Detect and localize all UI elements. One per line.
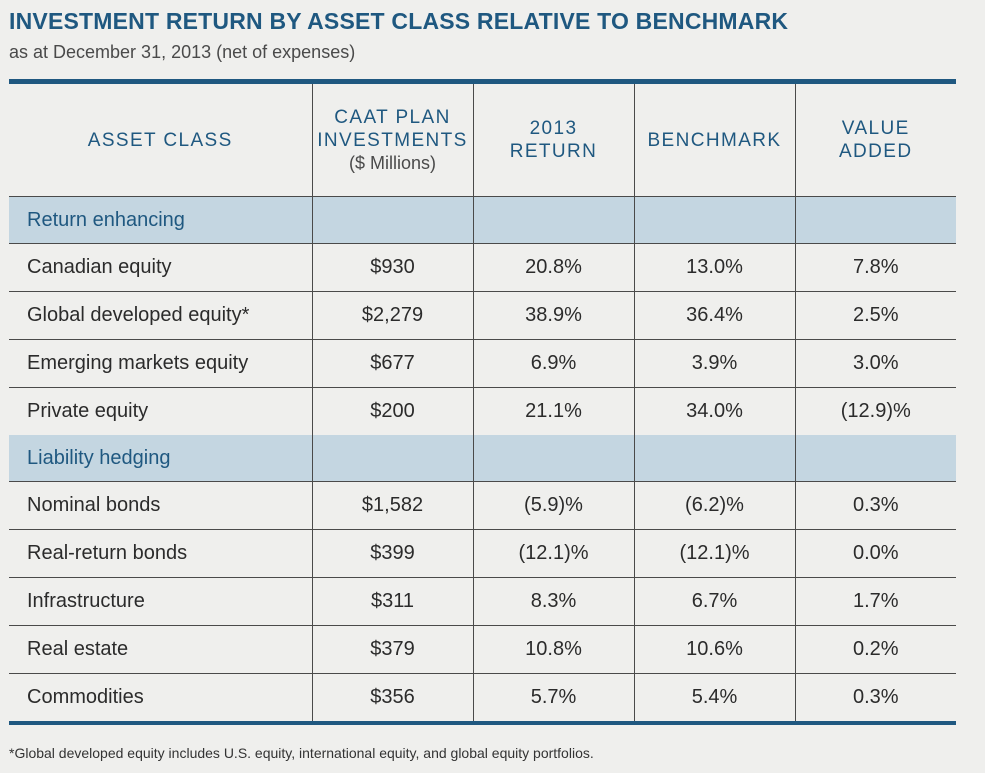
benchmark-cell: 6.7%	[633, 577, 795, 626]
value-added-cell: 0.3%	[794, 673, 956, 721]
section-row-return-enhancing: Return enhancing	[9, 196, 956, 244]
table-row: Real-return bonds $399 (12.1)% (12.1)% 0…	[9, 529, 956, 578]
section-label: Liability hedging	[9, 435, 312, 482]
investments-cell: $2,279	[311, 291, 473, 340]
page-subtitle: as at December 31, 2013 (net of expenses…	[9, 42, 356, 62]
asset-cell: Real estate	[9, 625, 312, 674]
return-cell: 10.8%	[472, 625, 634, 674]
table-row: Private equity $200 21.1% 34.0% (12.9)%	[9, 387, 956, 435]
header-value-added: VALUE ADDED	[794, 84, 956, 197]
benchmark-cell: 10.6%	[633, 625, 795, 674]
benchmark-cell: 13.0%	[633, 243, 795, 292]
investments-cell: $677	[311, 339, 473, 388]
returns-table: ASSET CLASS CAAT PLAN INVESTMENTS ($ Mil…	[9, 84, 956, 721]
header-return-line2: RETURN	[509, 141, 598, 162]
header-asset-class: ASSET CLASS	[9, 84, 312, 197]
value-added-cell: 0.3%	[794, 481, 956, 530]
investments-cell: $356	[311, 673, 473, 721]
benchmark-cell: (6.2)%	[633, 481, 795, 530]
header-return: 2013 RETURN	[472, 84, 634, 197]
table-row: Global developed equity* $2,279 38.9% 36…	[9, 291, 956, 340]
investments-cell: $399	[311, 529, 473, 578]
return-cell: 6.9%	[472, 339, 634, 388]
section-row-liability-hedging: Liability hedging	[9, 435, 956, 482]
header-investments-line1: CAAT PLAN	[334, 106, 451, 128]
table-row: Nominal bonds $1,582 (5.9)% (6.2)% 0.3%	[9, 481, 956, 530]
asset-cell: Commodities	[9, 673, 312, 721]
table-row: Emerging markets equity $677 6.9% 3.9% 3…	[9, 339, 956, 388]
asset-cell: Canadian equity	[9, 243, 312, 292]
value-added-cell: 7.8%	[794, 243, 956, 292]
header-value-added-line1: VALUE	[841, 118, 910, 139]
benchmark-cell: 5.4%	[633, 673, 795, 721]
value-added-cell: 0.2%	[794, 625, 956, 674]
value-added-cell: 3.0%	[794, 339, 956, 388]
table-bottom-rule	[9, 721, 956, 725]
header-benchmark: BENCHMARK	[633, 84, 795, 197]
asset-cell: Emerging markets equity	[9, 339, 312, 388]
table-row: Real estate $379 10.8% 10.6% 0.2%	[9, 625, 956, 674]
benchmark-cell: 34.0%	[633, 387, 795, 435]
investments-cell: $930	[311, 243, 473, 292]
header-value-added-line2: ADDED	[838, 141, 913, 162]
header-investments: CAAT PLAN INVESTMENTS ($ Millions)	[311, 84, 473, 197]
investments-cell: $200	[311, 387, 473, 435]
investments-cell: $379	[311, 625, 473, 674]
returns-table-container: ASSET CLASS CAAT PLAN INVESTMENTS ($ Mil…	[9, 79, 956, 725]
return-cell: 5.7%	[472, 673, 634, 721]
benchmark-cell: 36.4%	[633, 291, 795, 340]
table-row: Infrastructure $311 8.3% 6.7% 1.7%	[9, 577, 956, 626]
footnote: *Global developed equity includes U.S. e…	[9, 745, 594, 761]
header-row: ASSET CLASS CAAT PLAN INVESTMENTS ($ Mil…	[9, 84, 956, 197]
return-cell: 38.9%	[472, 291, 634, 340]
header-asset-class-label: ASSET CLASS	[87, 129, 233, 151]
return-cell: 8.3%	[472, 577, 634, 626]
asset-cell: Nominal bonds	[9, 481, 312, 530]
asset-cell: Private equity	[9, 387, 312, 435]
header-benchmark-label: BENCHMARK	[647, 129, 782, 151]
table-row: Commodities $356 5.7% 5.4% 0.3%	[9, 673, 956, 721]
section-label: Return enhancing	[9, 196, 312, 244]
table-row: Canadian equity $930 20.8% 13.0% 7.8%	[9, 243, 956, 292]
return-cell: 20.8%	[472, 243, 634, 292]
value-added-cell: (12.9)%	[794, 387, 956, 435]
asset-cell: Global developed equity*	[9, 291, 312, 340]
benchmark-cell: (12.1)%	[633, 529, 795, 578]
return-cell: 21.1%	[472, 387, 634, 435]
page-title: INVESTMENT RETURN BY ASSET CLASS RELATIV…	[9, 8, 789, 34]
benchmark-cell: 3.9%	[633, 339, 795, 388]
header-investments-line2: INVESTMENTS	[317, 129, 468, 151]
investments-cell: $311	[311, 577, 473, 626]
asset-cell: Real-return bonds	[9, 529, 312, 578]
investments-cell: $1,582	[311, 481, 473, 530]
return-cell: (5.9)%	[472, 481, 634, 530]
header-return-line1: 2013	[529, 118, 578, 139]
value-added-cell: 2.5%	[794, 291, 956, 340]
value-added-cell: 0.0%	[794, 529, 956, 578]
table-top-rule	[9, 79, 956, 84]
header-investments-unit: ($ Millions)	[348, 152, 436, 173]
return-cell: (12.1)%	[472, 529, 634, 578]
value-added-cell: 1.7%	[794, 577, 956, 626]
asset-cell: Infrastructure	[9, 577, 312, 626]
